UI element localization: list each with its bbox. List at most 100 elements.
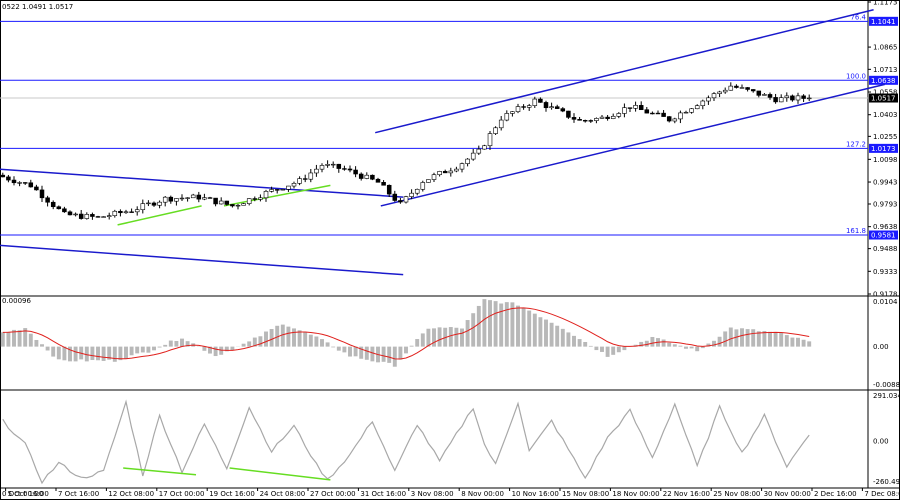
candle-body xyxy=(711,93,717,99)
candle-body xyxy=(655,112,661,115)
candle-body xyxy=(549,106,554,109)
candle-body xyxy=(134,209,140,213)
candle-body xyxy=(353,169,358,175)
fib-level-label: 161.8 xyxy=(846,227,866,235)
time-tick-label: 31 Oct 16:00 xyxy=(360,490,406,498)
candle-body xyxy=(392,193,398,201)
candle-body xyxy=(795,95,801,101)
candle-body xyxy=(554,106,560,109)
candle-body xyxy=(196,194,202,200)
candle-body xyxy=(6,176,11,181)
candle-body xyxy=(78,213,84,219)
candle-body xyxy=(386,184,392,195)
time-tick-label: 7 Dec 08:00 xyxy=(864,490,900,498)
candle-body xyxy=(22,182,28,184)
divergence-line-oscillator xyxy=(123,467,197,476)
candle-body xyxy=(717,91,722,94)
candle-body xyxy=(207,197,213,199)
candle-body xyxy=(162,196,168,203)
candle-body xyxy=(526,105,532,108)
candle-body xyxy=(168,196,174,202)
candle-body xyxy=(560,108,566,112)
candle-body xyxy=(661,112,666,117)
candle-body xyxy=(319,165,325,170)
candle-body xyxy=(129,211,134,213)
candle-body xyxy=(17,182,22,184)
candle-body xyxy=(666,116,672,122)
macd-axis-label-zero: 0.00 xyxy=(873,343,889,351)
candle-body xyxy=(11,179,17,184)
divergence-line-oscillator xyxy=(229,467,331,481)
fibonacci-levels: 76.4 1.1041 100.0 1.0638 127.2 1.0173 161.8 0.9… xyxy=(0,13,898,240)
candle-body xyxy=(179,197,185,200)
divergence-line-price xyxy=(223,184,331,207)
candle-body xyxy=(375,178,381,183)
candle-body xyxy=(543,102,549,109)
price-tick-label: 1.1173 xyxy=(873,0,898,7)
candle-body xyxy=(566,110,571,118)
candle-body xyxy=(202,197,207,200)
candle-body xyxy=(622,107,627,114)
macd-signal-line xyxy=(2,307,810,360)
candle-body xyxy=(118,210,123,214)
candle-body xyxy=(409,192,414,197)
candle-body xyxy=(605,116,610,119)
candle-body xyxy=(302,178,308,180)
divergence-line-price xyxy=(117,205,202,226)
candle-body xyxy=(459,163,465,170)
time-tick-label: 3 Nov 08:00 xyxy=(411,490,454,498)
candle-body xyxy=(610,115,616,119)
candle-body xyxy=(650,112,655,115)
candle-body xyxy=(336,163,342,169)
oscillator-axis-label-zero: 0.00 xyxy=(873,438,889,446)
candle-body xyxy=(112,210,118,216)
candle-body xyxy=(431,174,437,180)
candlestick-series xyxy=(0,82,812,220)
candle-body xyxy=(252,198,258,200)
candle-body xyxy=(297,178,302,184)
oscillator-pane xyxy=(2,399,810,485)
price-tick-label: 0.9178 xyxy=(873,291,898,299)
candle-body xyxy=(582,120,588,122)
macd-axis-label-bottom: -0.00885 xyxy=(873,381,900,389)
candle-body xyxy=(790,95,795,101)
candle-body xyxy=(448,170,454,174)
candle-body xyxy=(504,113,510,121)
fib-price-tag xyxy=(869,75,898,85)
candle-body xyxy=(594,118,599,121)
candle-body xyxy=(73,213,78,216)
candle-body xyxy=(174,198,179,202)
candle-body xyxy=(274,189,280,191)
current-price-tag-text: 1.0517 xyxy=(871,95,896,103)
candle-body xyxy=(358,173,364,179)
candle-body xyxy=(342,168,347,170)
candle-body xyxy=(90,214,95,217)
time-tick-label: 12 Oct 08:00 xyxy=(108,490,154,498)
candle-body xyxy=(146,202,151,205)
candle-body xyxy=(571,117,577,120)
candle-body xyxy=(683,111,689,114)
candle-body xyxy=(62,208,67,213)
candle-body xyxy=(470,152,476,160)
candle-body xyxy=(767,94,773,98)
macd-header-value: 0.00096 xyxy=(2,297,31,305)
candle-body xyxy=(616,113,622,117)
candle-body xyxy=(801,95,806,99)
candle-body xyxy=(756,90,762,96)
time-tick-label: 2 Dec 16:00 xyxy=(814,490,857,498)
candle-body xyxy=(34,186,39,191)
candle-body xyxy=(258,197,263,200)
time-tick-label: 25 Nov 08:00 xyxy=(713,490,760,498)
candle-body xyxy=(745,87,750,90)
candle-body xyxy=(678,112,683,120)
candle-body xyxy=(627,107,633,109)
candle-body xyxy=(28,182,34,188)
candle-body xyxy=(140,203,146,210)
candle-body xyxy=(84,214,90,219)
current-price-tag xyxy=(869,93,898,103)
candle-body xyxy=(106,215,112,217)
candle-body xyxy=(0,174,6,178)
time-tick-label: 7 Oct 16:00 xyxy=(58,490,99,498)
candle-body xyxy=(588,120,594,122)
